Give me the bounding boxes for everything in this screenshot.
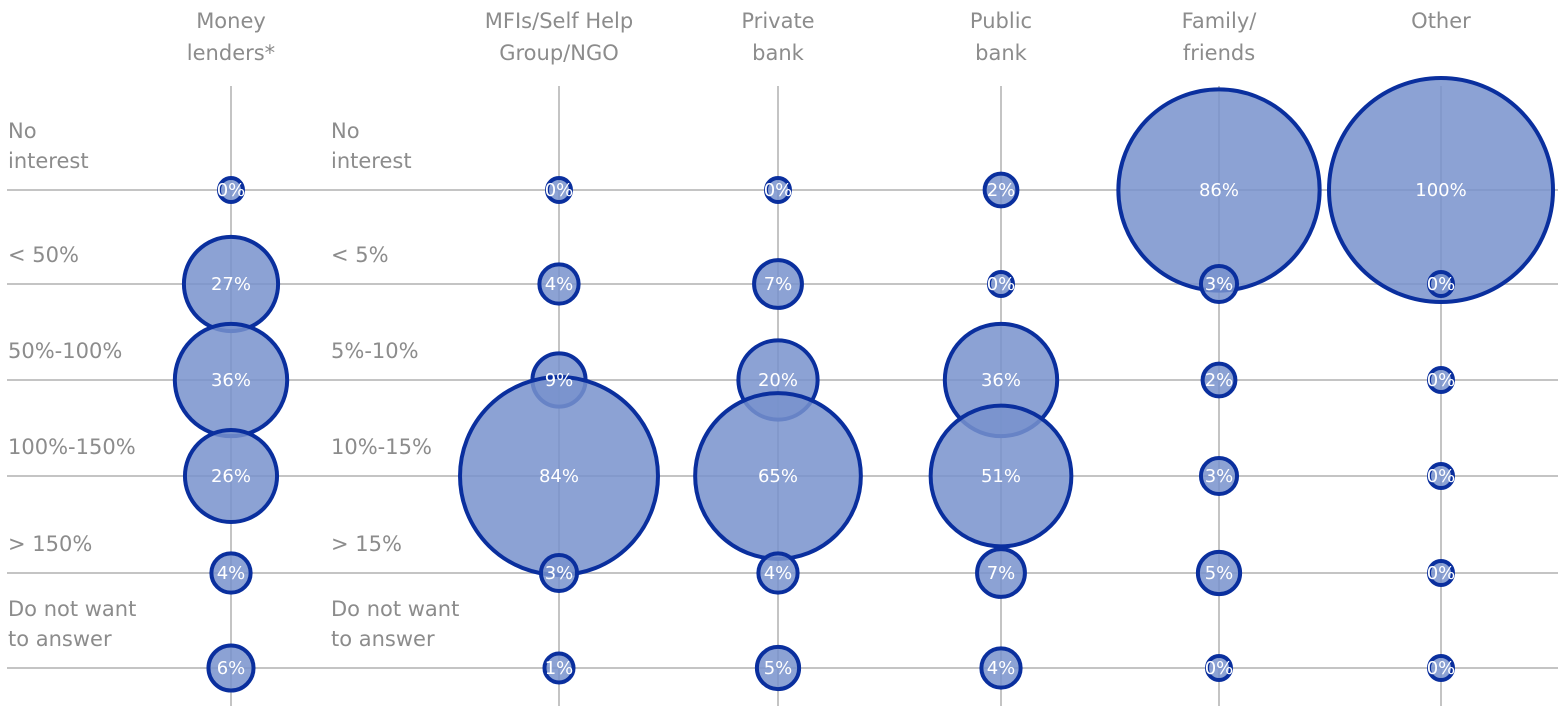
bubble	[752, 258, 804, 310]
data-label: 4%	[987, 658, 1016, 679]
bubble	[1427, 270, 1455, 298]
row-label: 50%-100%	[8, 339, 122, 363]
bubble	[754, 644, 802, 692]
column-header: Public bank	[970, 9, 1032, 65]
bubble	[209, 551, 253, 595]
bubble	[987, 270, 1015, 298]
bubble	[764, 176, 792, 204]
bubble	[756, 551, 800, 595]
data-label: 0%	[1427, 658, 1456, 679]
data-label: 7%	[987, 563, 1016, 584]
bubble	[206, 643, 256, 693]
column-header: MFIs/Self Help Group/NGO	[485, 9, 633, 65]
column-header: Other	[1411, 9, 1471, 33]
data-label: 84%	[539, 466, 579, 487]
data-label: 0%	[545, 180, 574, 201]
bubble	[545, 176, 573, 204]
data-label: 9%	[545, 370, 574, 391]
bubble	[1327, 76, 1555, 304]
bubble	[542, 651, 576, 685]
column-header: Money lenders*	[187, 9, 275, 65]
data-label: 0%	[1427, 370, 1456, 391]
row-label: Do not want to answer	[8, 597, 136, 651]
value-labels: 0% 27% 36% 26% 4% 6% 0% 4% 9% 84% 3% 1% 0% 7% 20% 65% 4%…	[211, 180, 1467, 679]
bubble	[1200, 361, 1238, 399]
row-label: 10%-15%	[331, 435, 432, 459]
row-label: 5%-10%	[331, 339, 419, 363]
data-label: 3%	[545, 563, 574, 584]
data-label: 0%	[1205, 658, 1234, 679]
row-label: > 15%	[331, 532, 402, 556]
data-label: 0%	[987, 274, 1016, 295]
column-header: Family/friends	[1182, 9, 1258, 65]
bubble	[537, 262, 581, 306]
data-label: 5%	[764, 658, 793, 679]
data-label: 86%	[1199, 180, 1239, 201]
data-label: 4%	[764, 563, 793, 584]
data-label: 3%	[1205, 274, 1234, 295]
data-label: 3%	[1205, 466, 1234, 487]
data-label: 27%	[211, 274, 251, 295]
bubble	[1198, 455, 1240, 497]
row-label: > 150%	[8, 532, 92, 556]
data-label: 20%	[758, 370, 798, 391]
bubble	[1205, 654, 1233, 682]
bubble	[1427, 462, 1455, 490]
data-label: 0%	[764, 180, 793, 201]
data-label: 0%	[1427, 563, 1456, 584]
bubble	[1427, 654, 1455, 682]
bubble	[182, 427, 280, 525]
data-label: 2%	[987, 180, 1016, 201]
data-label: 1%	[545, 658, 574, 679]
data-label: 36%	[981, 370, 1021, 391]
data-label: 4%	[545, 274, 574, 295]
row-label: Do not want to answer	[331, 597, 459, 651]
bubble	[538, 552, 580, 594]
data-label: 2%	[1205, 370, 1234, 391]
data-label: 26%	[211, 466, 251, 487]
bubble	[975, 547, 1027, 599]
data-label: 5%	[1205, 563, 1234, 584]
bubble	[1198, 263, 1240, 305]
data-label: 6%	[217, 658, 246, 679]
bubble	[1427, 366, 1455, 394]
row-label: < 50%	[8, 243, 79, 267]
data-label: 0%	[1427, 466, 1456, 487]
data-label: 7%	[764, 274, 793, 295]
data-label: 51%	[981, 466, 1021, 487]
bubble	[1195, 549, 1243, 597]
bubble	[217, 176, 245, 204]
bubble	[1427, 559, 1455, 587]
bubble	[982, 171, 1020, 209]
column-header: Private bank	[741, 9, 814, 65]
data-label: 100%	[1415, 180, 1466, 201]
row-label: No interest	[331, 119, 412, 173]
bubble	[928, 403, 1074, 549]
row-label: 100%-150%	[8, 435, 136, 459]
data-label: 0%	[217, 180, 246, 201]
row-label: < 5%	[331, 243, 389, 267]
row-label: No interest	[8, 119, 89, 173]
data-label: 36%	[211, 370, 251, 391]
data-label: 4%	[217, 563, 246, 584]
bubble	[979, 646, 1023, 690]
data-label: 65%	[758, 466, 798, 487]
data-label: 0%	[1427, 274, 1456, 295]
